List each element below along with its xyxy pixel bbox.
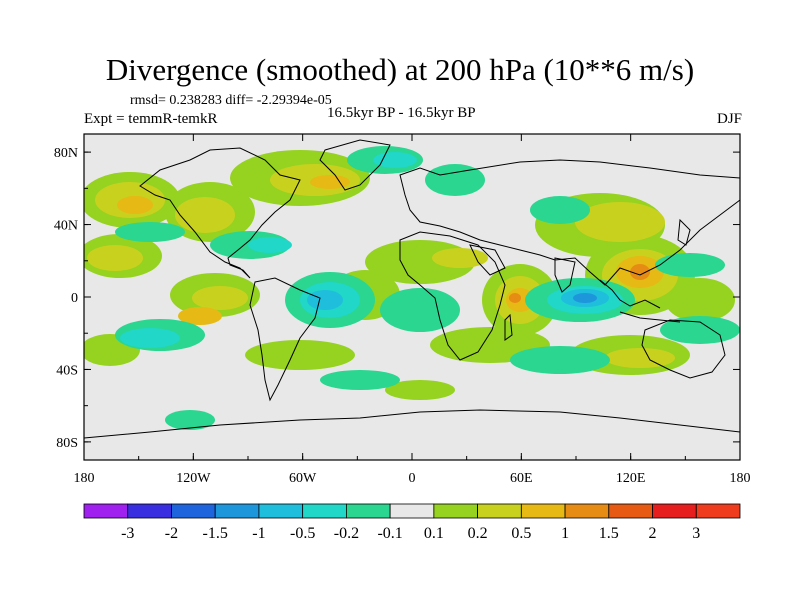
colorbar-box xyxy=(345,503,391,519)
colorbar-box xyxy=(695,503,741,519)
colorbar-label: -0.1 xyxy=(377,525,402,542)
season-label: DJF xyxy=(716,111,742,127)
period-label: 16.5kyr BP - 16.5kyr BP xyxy=(327,105,476,121)
colorbar-box xyxy=(302,503,347,519)
experiment-label: Expt = temmR-temkR xyxy=(84,111,218,127)
lon-tick-label: 180 xyxy=(74,471,95,486)
colorbar-label: -2 xyxy=(165,525,178,542)
colorbar-label: 0.1 xyxy=(424,525,444,542)
colorbar-box xyxy=(520,503,566,519)
lat-tick-label: 80N xyxy=(54,146,78,161)
colorbar-box xyxy=(214,503,260,519)
colorbar-box xyxy=(433,503,479,519)
colorbar-label: -0.5 xyxy=(290,525,315,542)
colorbar-box xyxy=(127,503,172,519)
colorbar-box xyxy=(564,503,610,519)
colorbar-box xyxy=(477,503,522,519)
lon-tick-label: 0 xyxy=(409,471,416,486)
colorbar-label: -3 xyxy=(121,525,134,542)
lat-tick-label: 40S xyxy=(56,363,78,378)
positive-field-peak xyxy=(509,264,650,303)
lon-tick-label: 180 xyxy=(730,471,751,486)
colorbar: -3 -2 -1.5 -1 -0.5 -0.2 -0.1 0.1 0.2 0.5 1 1.5 2 3 xyxy=(83,503,741,542)
lat-tick-label: 80S xyxy=(56,436,78,451)
colorbar-box xyxy=(171,503,216,519)
colorbar-label: -0.2 xyxy=(334,525,359,542)
colorbar-label: 0.2 xyxy=(468,525,488,542)
colorbar-label: 1 xyxy=(561,525,569,542)
lat-tick-label: 40N xyxy=(54,219,78,234)
lon-tick-label: 60E xyxy=(510,471,533,486)
colorbar-box xyxy=(258,503,304,519)
colorbar-box xyxy=(652,503,697,519)
lon-tick-label: 120W xyxy=(176,471,211,486)
contour-fields xyxy=(84,146,740,430)
colorbar-label: 1.5 xyxy=(599,525,619,542)
rmsd-diff-stats: rmsd= 0.238283 diff= -2.29394e-05 xyxy=(130,93,332,108)
plot-title: Divergence (smoothed) at 200 hPa (10**6 … xyxy=(105,52,695,87)
colorbar-label: -1 xyxy=(252,525,265,542)
colorbar-label: 3 xyxy=(692,525,700,542)
colorbar-label: 2 xyxy=(649,525,657,542)
lon-tick-label: 120E xyxy=(616,471,646,486)
latitude-axis: 80N 40N 0 40S 80S xyxy=(54,146,740,451)
lon-tick-label: 60W xyxy=(289,471,317,486)
negative-field-peak xyxy=(573,293,597,303)
lat-tick-label: 0 xyxy=(71,291,78,306)
colorbar-label: 0.5 xyxy=(511,525,531,542)
colorbar-label: -1.5 xyxy=(203,525,228,542)
colorbar-box xyxy=(608,503,653,519)
coastlines xyxy=(84,139,740,439)
longitude-axis: 180 120W 60W 0 60E 120E 180 xyxy=(74,134,751,486)
colorbar-box xyxy=(83,503,129,519)
colorbar-box xyxy=(389,503,435,519)
